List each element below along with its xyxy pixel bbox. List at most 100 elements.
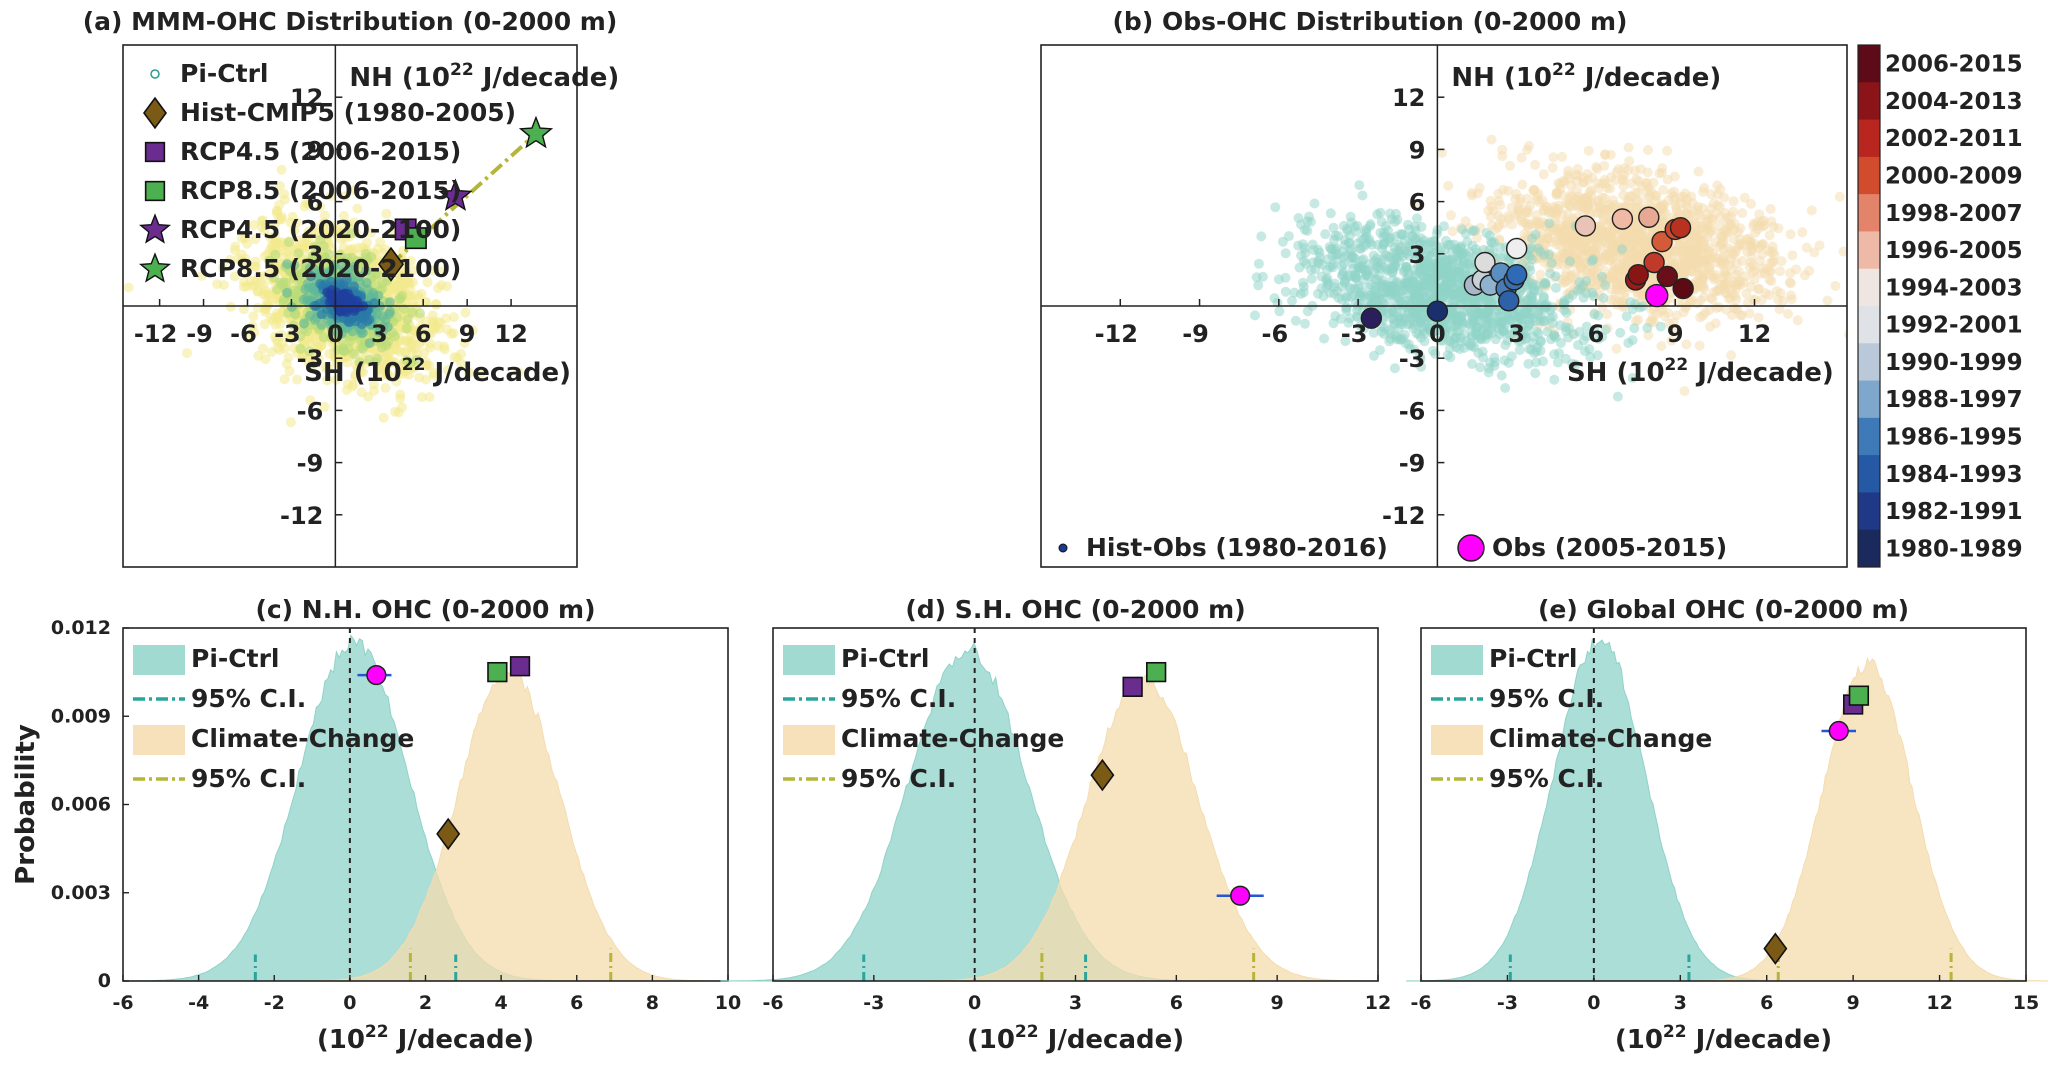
- cloud-dot: [1746, 252, 1757, 262]
- cloud-dot: [1601, 206, 1612, 216]
- cloud-dot: [1521, 218, 1532, 229]
- point-star: [518, 115, 554, 149]
- cloud-dot: [1633, 314, 1644, 325]
- cloud-dot: [1290, 315, 1301, 326]
- cloud-dot: [1357, 190, 1368, 201]
- cloud-dot: [1557, 209, 1568, 220]
- cloud-dot: [1754, 283, 1765, 294]
- cloud-dot: [1337, 269, 1348, 280]
- cloud-dot: [1577, 172, 1588, 183]
- cloud-dot: [425, 328, 436, 339]
- cloud-dot: [437, 266, 448, 277]
- cloud-dot: [1754, 209, 1765, 220]
- cloud-dot: [1618, 190, 1629, 201]
- cloud-dot: [1679, 269, 1690, 280]
- cloud-dot: [384, 297, 395, 308]
- cloud-dot: [1697, 239, 1708, 250]
- cloud-dot: [463, 367, 474, 378]
- cloud-dot: [1635, 237, 1646, 248]
- cloud-dot: [276, 237, 287, 248]
- x-tick-label: -9: [186, 320, 213, 348]
- cloud-dot: [1592, 207, 1602, 218]
- cloud-dot: [356, 343, 367, 353]
- cloud-dot: [217, 262, 228, 273]
- cloud-dot: [374, 326, 384, 337]
- cloud-dot: [286, 301, 297, 312]
- cloud-dot: [1557, 151, 1567, 162]
- cloud-dot: [1656, 341, 1667, 351]
- cloud-dot: [397, 402, 407, 413]
- cloud-dot: [1549, 374, 1560, 385]
- cloud-dot: [1535, 269, 1546, 280]
- cloud-dot: [1545, 268, 1556, 279]
- cloud-dot: [260, 354, 271, 365]
- cloud-dot: [1741, 288, 1752, 299]
- cloud-dot: [272, 209, 282, 219]
- cloud-dot: [338, 345, 349, 356]
- legend-marker: [138, 252, 172, 283]
- cloud-dot: [282, 259, 293, 269]
- cloud-dot: [1697, 222, 1708, 233]
- cloud-dot: [1530, 159, 1541, 170]
- cloud-dot: [1693, 166, 1704, 177]
- cloud-dot: [459, 338, 470, 349]
- cloud-dot: [1593, 196, 1604, 207]
- cloud-dot: [1544, 218, 1555, 229]
- cloud-dot: [1721, 304, 1732, 315]
- cloud-dot: [1319, 333, 1330, 344]
- cloud-dot: [229, 271, 240, 282]
- cloud-dot: [1626, 178, 1637, 189]
- cloud-dot: [1597, 301, 1608, 312]
- cloud-dot: [258, 343, 268, 354]
- cloud-dot: [276, 279, 287, 290]
- cloud-dot: [1552, 357, 1563, 368]
- cloud-dot: [1787, 250, 1798, 261]
- x-tick-label: -3: [274, 320, 301, 348]
- cloud-dot: [1611, 343, 1622, 354]
- cloud-dot: [1684, 236, 1695, 247]
- legend-marker: [144, 141, 166, 163]
- cloud-dot: [1617, 244, 1627, 255]
- x-tick-label: 3: [371, 320, 388, 348]
- cloud-dot: [1771, 286, 1782, 296]
- cloud-dot: [1646, 186, 1656, 197]
- cloud-dot: [1765, 204, 1776, 214]
- cloud-dot: [1699, 284, 1710, 294]
- cloud-dot: [1548, 152, 1559, 163]
- cloud-dot: [513, 367, 524, 378]
- cloud-dot: [1565, 271, 1576, 282]
- cloud-dot: [1692, 250, 1703, 261]
- cloud-dot: [299, 318, 309, 329]
- cloud-dot: [1704, 263, 1715, 274]
- cloud-dot: [380, 382, 391, 393]
- cloud-dot: [1799, 270, 1810, 281]
- cloud-dot: [196, 270, 207, 281]
- cloud-dot: [428, 265, 439, 276]
- cloud-dot: [422, 277, 433, 288]
- cloud-dot: [338, 292, 349, 302]
- cloud-dot: [347, 326, 358, 337]
- cloud-dot: [225, 254, 236, 265]
- cloud-dot: [456, 349, 466, 359]
- cloud-dot: [289, 225, 300, 236]
- cloud-dot: [1786, 290, 1797, 301]
- cloud-dot: [1443, 180, 1454, 191]
- cloud-dot: [415, 308, 425, 319]
- cloud-dot: [364, 338, 375, 349]
- cloud-dot: [1627, 335, 1638, 346]
- legend-marker: [150, 69, 160, 79]
- legend-marker: [138, 213, 172, 244]
- cloud-dot: [1590, 234, 1600, 245]
- cloud-dot: [1495, 200, 1506, 211]
- cloud-dot: [242, 263, 253, 274]
- cloud-dot: [325, 266, 336, 276]
- cloud-dot: [282, 287, 292, 298]
- cloud-dot: [1712, 189, 1723, 200]
- cloud-dot: [1387, 307, 1398, 318]
- cloud-dot: [442, 365, 453, 376]
- cloud-dot: [1253, 258, 1264, 269]
- cloud-dot: [1533, 243, 1544, 254]
- cloud-dot: [1446, 210, 1456, 221]
- cloud-dot: [1586, 256, 1597, 267]
- cloud-dot: [1457, 224, 1468, 235]
